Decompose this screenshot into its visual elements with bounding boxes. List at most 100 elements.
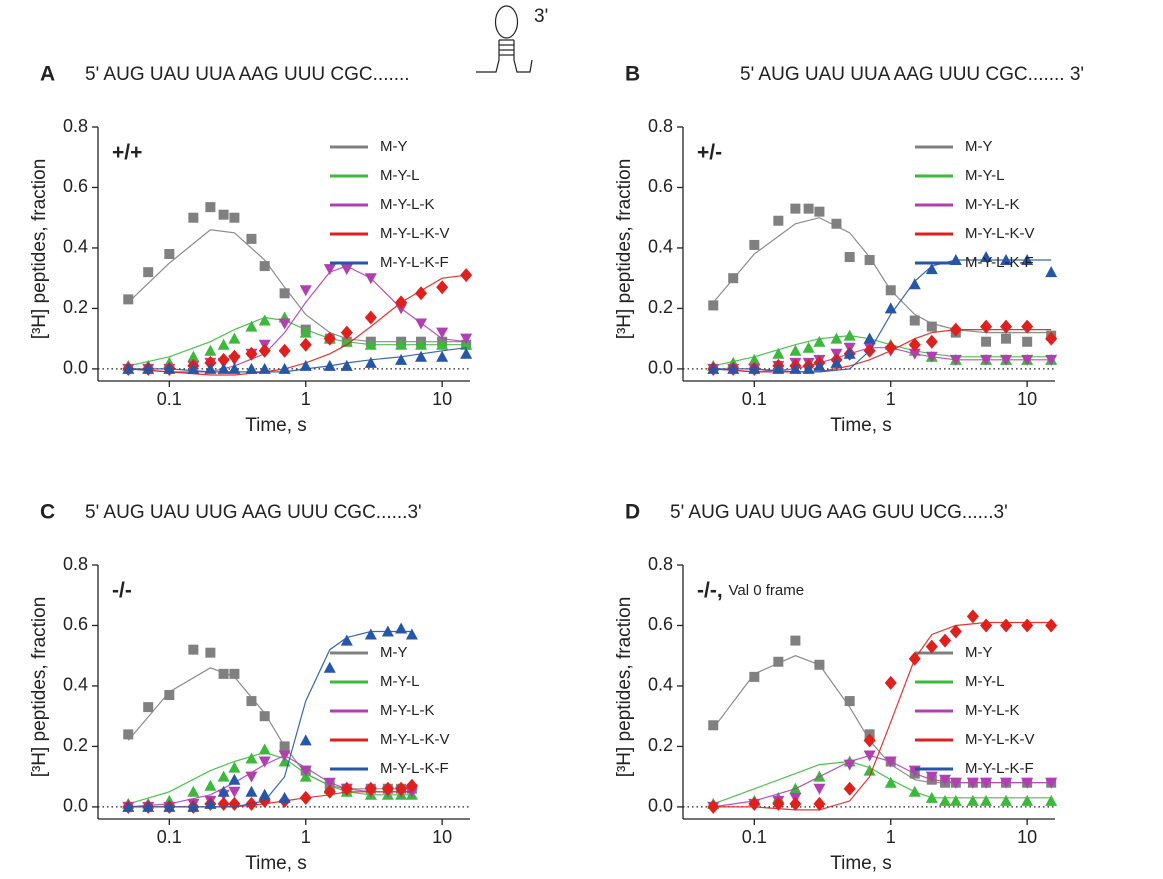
- data-point: [925, 639, 938, 654]
- data-point: [864, 255, 875, 266]
- x-tick-label: 0.1: [157, 389, 182, 409]
- data-point: [749, 239, 760, 250]
- x-tick-label: 0.1: [742, 389, 767, 409]
- data-point: [278, 362, 291, 374]
- data-point: [142, 362, 155, 374]
- data-point: [949, 794, 962, 806]
- x-axis-label: Time, s: [830, 415, 892, 436]
- data-point: [259, 711, 270, 722]
- data-point: [340, 634, 353, 646]
- data-point: [1021, 254, 1034, 266]
- data-point: [831, 218, 842, 229]
- data-point: [460, 347, 473, 359]
- data-point: [830, 332, 843, 344]
- data-point: [707, 799, 720, 814]
- data-point: [908, 651, 921, 666]
- data-point: [340, 335, 353, 347]
- data-point: [925, 771, 938, 783]
- data-point: [163, 362, 176, 374]
- data-point: [245, 362, 258, 374]
- y-axis-label: [³H] peptides, fraction: [29, 597, 50, 778]
- data-point: [381, 781, 394, 796]
- data-point: [228, 761, 241, 773]
- legend-label: M-Y-L-K-V: [965, 225, 1034, 242]
- annotation-text: -/-,: [697, 579, 723, 602]
- data-point: [228, 773, 241, 785]
- data-point: [814, 659, 825, 670]
- data-point: [773, 215, 784, 226]
- data-point: [949, 777, 962, 789]
- data-point: [246, 696, 257, 707]
- data-point: [966, 794, 979, 806]
- legend-label: M-Y-L: [965, 673, 1004, 690]
- y-tick-label: 0.6: [648, 614, 673, 634]
- x-tick-label: 10: [432, 389, 452, 409]
- panel-letter: B: [625, 63, 640, 86]
- data-point: [727, 362, 740, 374]
- data-point: [217, 770, 230, 782]
- data-point: [164, 690, 175, 701]
- data-point: [340, 781, 353, 796]
- data-point: [843, 329, 856, 341]
- data-point: [863, 733, 876, 748]
- y-tick-label: 0.6: [648, 176, 673, 196]
- y-axis-label: [³H] peptides, fraction: [614, 597, 635, 778]
- data-point: [299, 765, 312, 777]
- data-point: [980, 354, 993, 366]
- data-point: [949, 322, 962, 337]
- data-point: [229, 212, 240, 223]
- data-point: [245, 771, 258, 783]
- data-point: [204, 362, 217, 374]
- data-point: [813, 783, 826, 795]
- data-point: [395, 781, 408, 796]
- data-point: [217, 796, 230, 811]
- data-point: [323, 331, 336, 346]
- data-point: [939, 794, 952, 806]
- data-point: [217, 362, 230, 374]
- y-tick-label: 0.4: [648, 675, 673, 695]
- y-tick-label: 0.0: [63, 796, 88, 816]
- data-point: [188, 644, 199, 655]
- data-point: [228, 332, 241, 344]
- data-point: [122, 362, 135, 374]
- hairpin: [476, 5, 533, 73]
- data-point: [1021, 618, 1034, 633]
- fit-curve: [713, 329, 1052, 373]
- data-point: [279, 288, 290, 299]
- data-point: [966, 777, 979, 789]
- panel-letter: D: [625, 501, 640, 524]
- data-point: [405, 628, 418, 640]
- data-point: [884, 776, 897, 788]
- data-point: [813, 796, 826, 811]
- data-point: [217, 338, 230, 350]
- x-tick-label: 1: [886, 827, 896, 847]
- fit-curve: [127, 229, 467, 343]
- data-point: [460, 333, 473, 345]
- legend-label: M-Y-L-K-F: [380, 760, 449, 777]
- data-point: [245, 320, 258, 332]
- data-point: [844, 252, 855, 263]
- x-axis-label: Time, s: [830, 853, 892, 874]
- sequence: 5' AUG UAU UUG AAG UUU CGC......3': [85, 502, 422, 523]
- data-point: [884, 302, 897, 314]
- data-point: [909, 315, 920, 326]
- data-point: [949, 624, 962, 639]
- y-tick-label: 0.0: [648, 358, 673, 378]
- data-point: [802, 362, 815, 374]
- legend-label: M-Y-L: [965, 167, 1004, 184]
- legend-label: M-Y: [380, 138, 408, 155]
- fit-curve: [128, 347, 467, 373]
- data-point: [707, 362, 720, 374]
- data-point: [1000, 319, 1013, 334]
- y-tick-label: 0.8: [63, 116, 88, 136]
- annotation: -/-: [112, 579, 132, 602]
- data-point: [299, 359, 312, 371]
- data-point: [436, 280, 449, 295]
- y-tick-label: 0.6: [63, 176, 88, 196]
- y-tick-label: 0.8: [63, 554, 88, 574]
- data-point: [1045, 266, 1058, 278]
- legend-label: M-Y-L-K-F: [965, 760, 1034, 777]
- data-point: [436, 338, 449, 350]
- data-point: [218, 209, 229, 220]
- x-tick-label: 0.1: [742, 827, 767, 847]
